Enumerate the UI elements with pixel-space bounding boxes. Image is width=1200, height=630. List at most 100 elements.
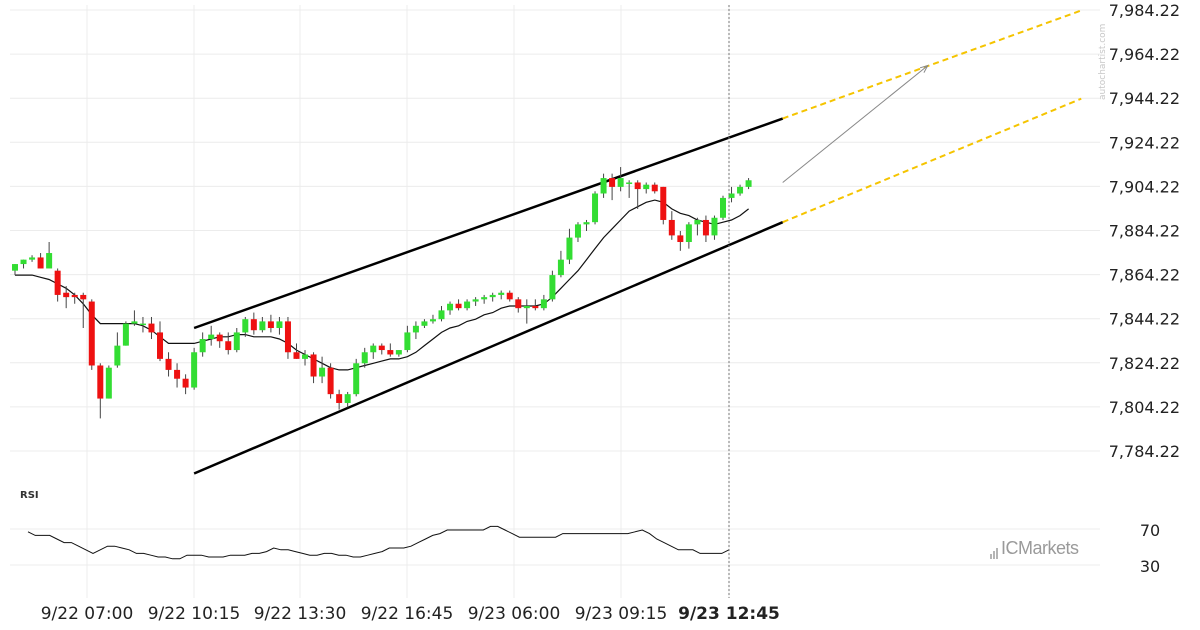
candle-up bbox=[319, 367, 326, 377]
candle-up bbox=[583, 222, 590, 225]
candle-up bbox=[447, 303, 454, 311]
candle-up bbox=[489, 294, 496, 298]
candle-up bbox=[370, 345, 377, 353]
y-tick-label: 7,904.22 bbox=[1109, 177, 1180, 196]
rsi-panel: RSI bbox=[20, 490, 730, 560]
candle-up bbox=[617, 178, 624, 187]
candle-up bbox=[421, 321, 428, 326]
candle-down bbox=[165, 358, 172, 370]
candle-down bbox=[634, 182, 641, 190]
candle-up bbox=[412, 325, 419, 333]
rsi-line bbox=[27, 525, 730, 560]
x-tick-label: 9/23 06:00 bbox=[468, 604, 561, 624]
brand-name: ICMarkets bbox=[1001, 538, 1079, 558]
candle-up bbox=[361, 352, 368, 364]
y-tick-label: 7,964.22 bbox=[1109, 45, 1180, 64]
candle-up bbox=[498, 292, 505, 295]
projection-lower-line bbox=[782, 97, 1082, 224]
candle-down bbox=[97, 365, 104, 399]
candle-up bbox=[592, 193, 599, 223]
candle-up bbox=[481, 297, 488, 300]
candle-down bbox=[668, 219, 675, 236]
candle-down bbox=[702, 219, 709, 236]
candle-up bbox=[395, 350, 402, 355]
candle-down bbox=[63, 292, 70, 298]
candle-down bbox=[37, 257, 44, 269]
x-tick-label: 9/23 12:45 bbox=[678, 604, 780, 624]
candle-up bbox=[549, 275, 556, 300]
rsi-axis: 70 30 bbox=[1140, 521, 1160, 576]
candle-up bbox=[719, 197, 726, 218]
y-tick-label: 7,824.22 bbox=[1109, 354, 1180, 373]
candle-up bbox=[242, 319, 249, 333]
x-tick-label: 9/23 09:15 bbox=[575, 604, 668, 624]
bars-icon bbox=[990, 538, 999, 559]
candle-up bbox=[600, 178, 607, 194]
forecast-arrow-head bbox=[919, 64, 929, 73]
candle-down bbox=[148, 323, 155, 333]
candle-down bbox=[327, 367, 334, 395]
candle-down bbox=[378, 345, 385, 351]
watermark: autochartist.com bbox=[1098, 23, 1108, 100]
candle-down bbox=[336, 394, 343, 403]
candle-up bbox=[46, 253, 53, 269]
candles bbox=[12, 167, 752, 419]
candle-down bbox=[174, 369, 181, 379]
candle-up bbox=[29, 257, 36, 260]
candle-down bbox=[250, 319, 257, 331]
candle-down bbox=[157, 332, 164, 359]
candle-down bbox=[387, 350, 394, 355]
candle-up bbox=[139, 323, 146, 326]
candle-down bbox=[609, 178, 616, 187]
candle-down bbox=[71, 294, 78, 298]
candle-up bbox=[626, 182, 633, 184]
forecast-arrow bbox=[782, 64, 929, 183]
candle-up bbox=[737, 186, 744, 194]
x-tick-label: 9/22 13:30 bbox=[254, 604, 347, 624]
rsi-tick-label: 70 bbox=[1140, 521, 1160, 540]
y-axis: 7,984.22 7,964.22 7,944.22 7,924.22 7,904.22… bbox=[1109, 1, 1180, 461]
candle-down bbox=[80, 294, 87, 300]
candle-up bbox=[344, 394, 351, 403]
candle-up bbox=[472, 299, 479, 302]
y-tick-label: 7,884.22 bbox=[1109, 222, 1180, 241]
y-tick-label: 7,944.22 bbox=[1109, 89, 1180, 108]
candle-down bbox=[216, 334, 223, 342]
rsi-grid bbox=[10, 528, 1100, 566]
candle-up bbox=[404, 332, 411, 351]
candle-up bbox=[259, 321, 266, 331]
candle-up bbox=[208, 334, 215, 340]
candle-up bbox=[122, 323, 129, 346]
candle-down bbox=[515, 299, 522, 309]
candle-up bbox=[191, 352, 198, 388]
candle-up bbox=[233, 332, 240, 351]
candle-down bbox=[267, 321, 274, 329]
candle-down bbox=[506, 292, 513, 300]
y-tick-label: 7,924.22 bbox=[1109, 133, 1180, 152]
y-tick-label: 7,864.22 bbox=[1109, 266, 1180, 285]
candle-down bbox=[182, 378, 189, 388]
x-tick-label: 9/22 16:45 bbox=[361, 604, 454, 624]
y-tick-label: 7,804.22 bbox=[1109, 398, 1180, 417]
candle-up bbox=[728, 193, 735, 198]
candle-down bbox=[532, 305, 539, 309]
candle-down bbox=[293, 352, 300, 359]
rsi-tick-label: 30 bbox=[1140, 557, 1160, 576]
candle-up bbox=[429, 319, 436, 322]
x-tick-label: 9/22 10:15 bbox=[148, 604, 241, 624]
moving-average bbox=[15, 199, 749, 371]
rsi-label: RSI bbox=[20, 490, 39, 501]
candle-up bbox=[540, 299, 547, 309]
grid bbox=[10, 5, 1100, 598]
forecast-arrow-line bbox=[782, 65, 929, 183]
y-tick-label: 7,784.22 bbox=[1109, 442, 1180, 461]
candle-up bbox=[131, 321, 138, 324]
candle-up bbox=[12, 264, 18, 271]
candle-down bbox=[284, 321, 291, 353]
candle-up bbox=[302, 354, 309, 359]
projection-lines bbox=[782, 9, 1082, 224]
candle-up bbox=[464, 301, 471, 309]
candle-up bbox=[574, 224, 581, 238]
candle-down bbox=[225, 341, 232, 351]
